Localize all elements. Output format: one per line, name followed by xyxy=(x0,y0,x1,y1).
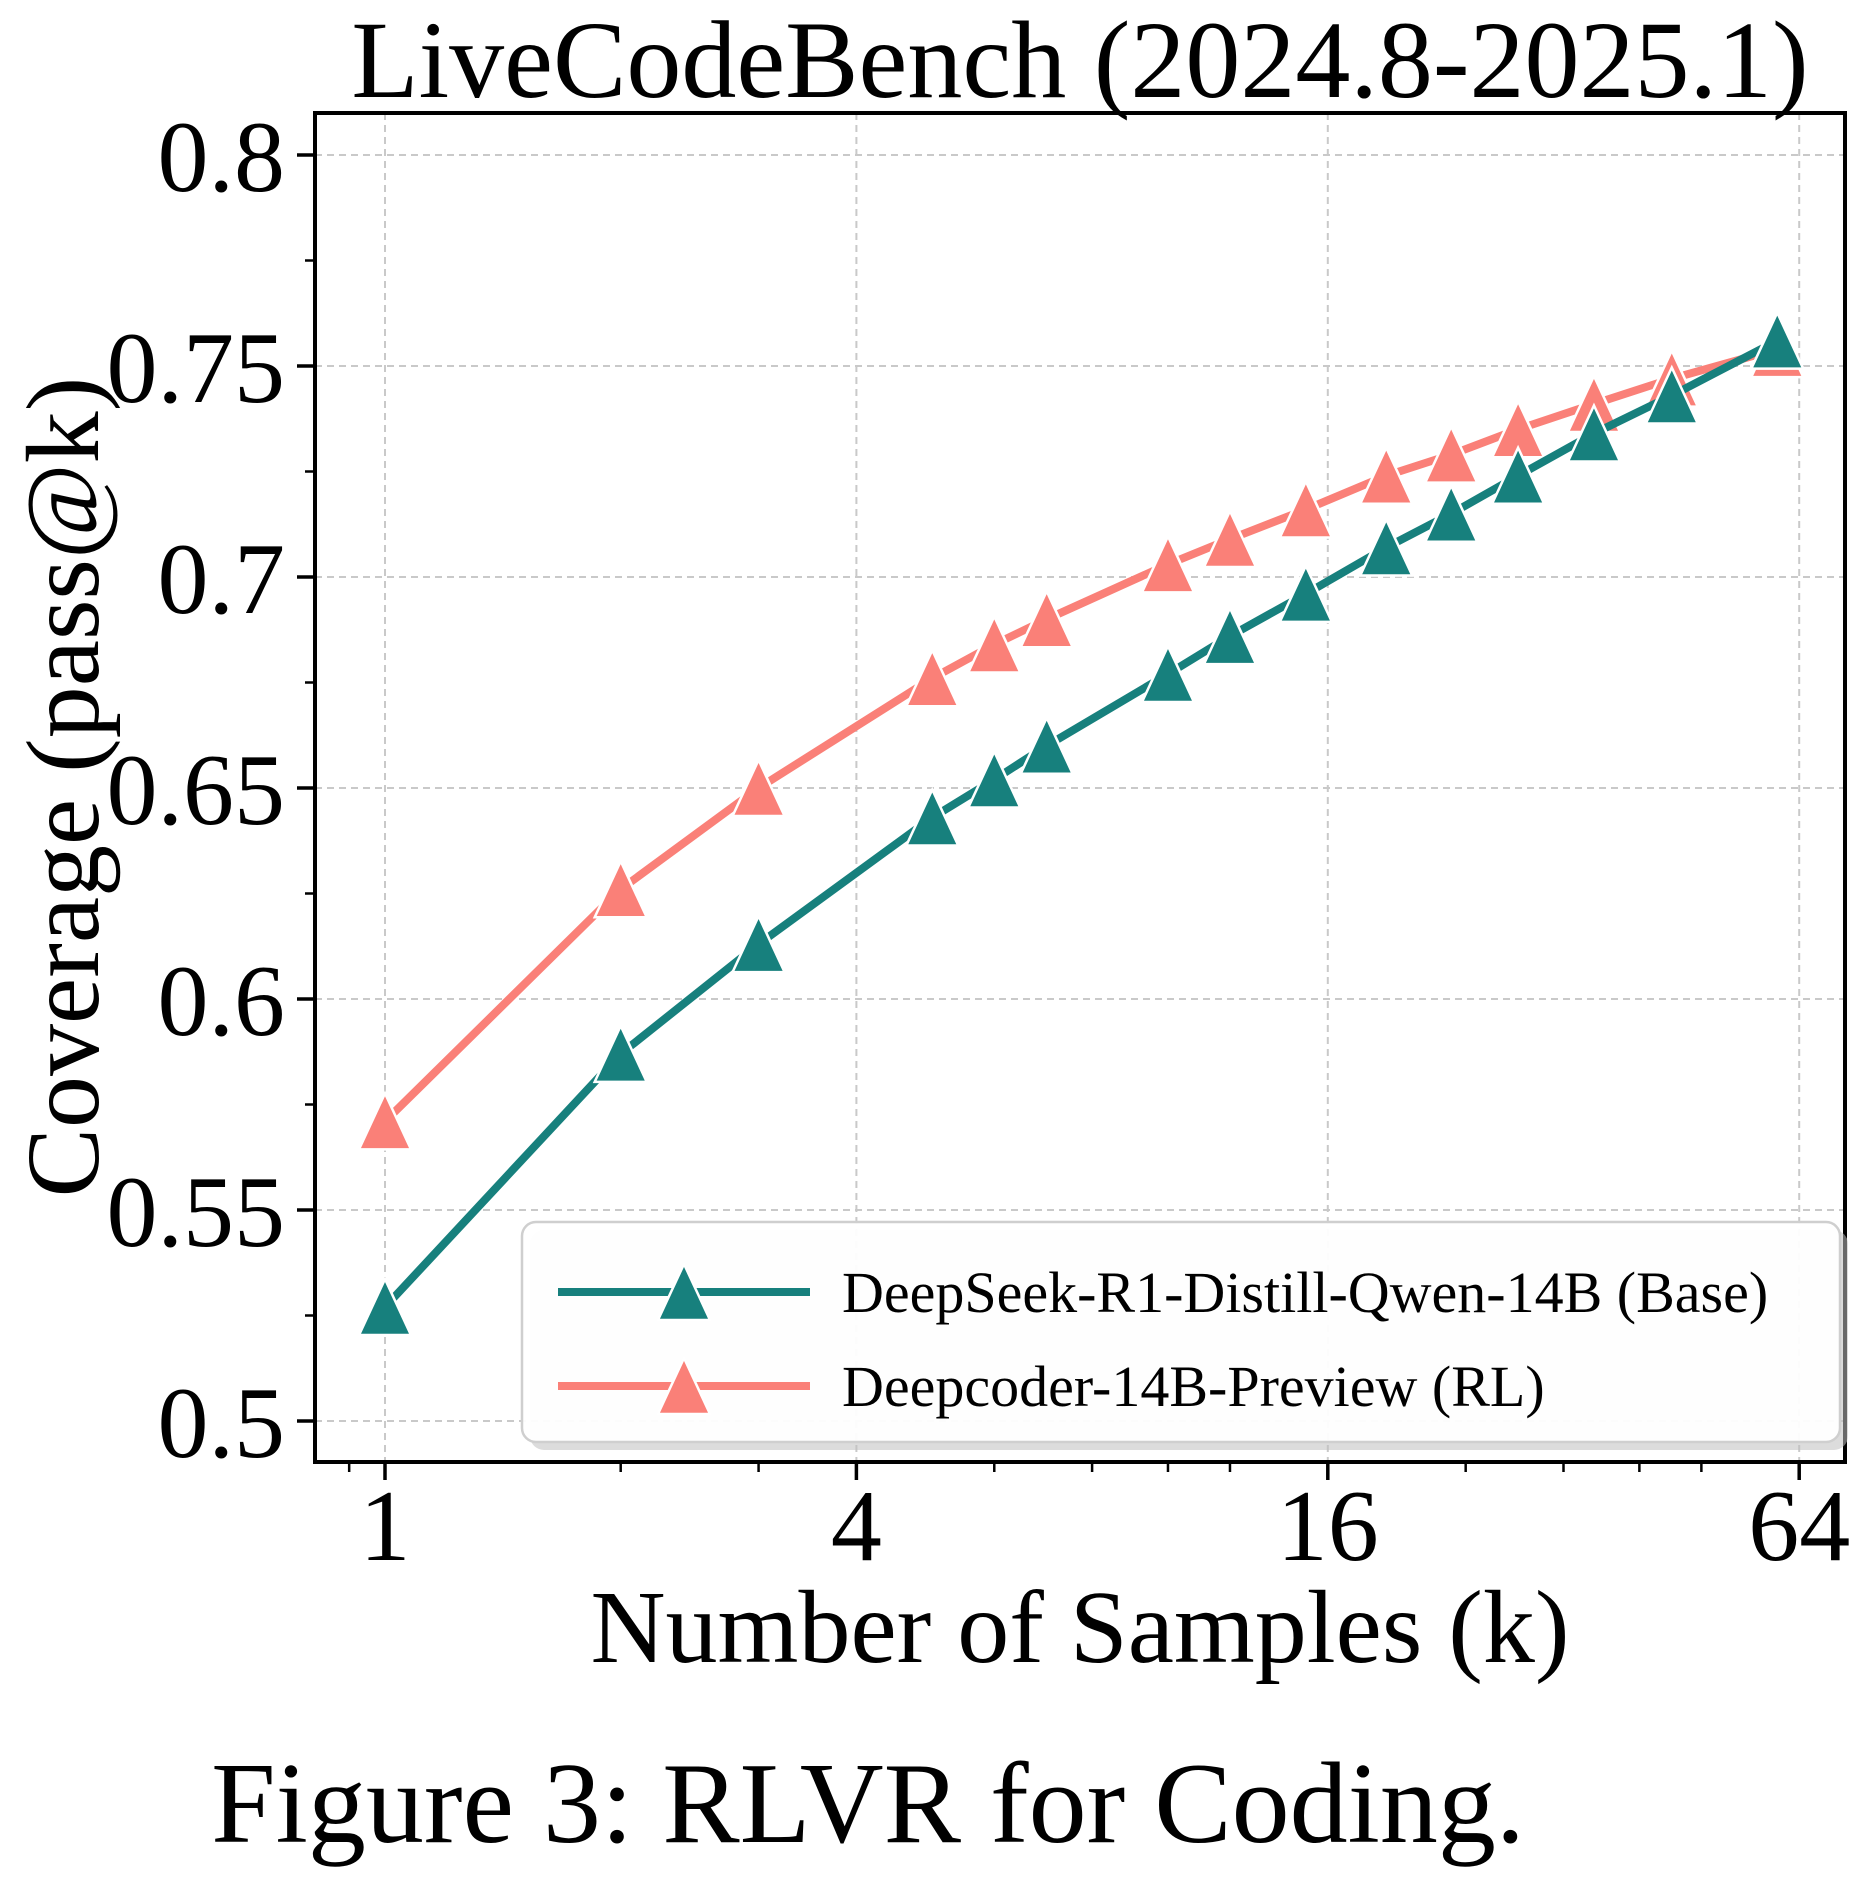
figure-caption: Figure 3: RLVR for Coding. xyxy=(211,1740,1525,1868)
y-axis-label: Coverage (pass@k) xyxy=(6,377,121,1198)
tick-labels: 0.5 0.55 0.6 0.65 0.7 0.75 0.8 1 4 16 64 xyxy=(107,101,1851,1583)
triangle-marker xyxy=(1202,508,1258,569)
triangle-marker xyxy=(1277,478,1334,539)
triangle-marker xyxy=(1018,714,1075,776)
triangle-marker xyxy=(1358,444,1415,505)
triangle-marker xyxy=(592,1022,649,1084)
triangle-marker xyxy=(1018,588,1075,649)
x-tick-label: 4 xyxy=(831,1470,882,1583)
y-tick-label: 0.75 xyxy=(107,312,286,425)
y-tick-label: 0.7 xyxy=(158,523,286,636)
triangle-marker xyxy=(1140,643,1196,704)
y-tick-label: 0.8 xyxy=(158,101,286,214)
triangle-marker xyxy=(1358,516,1415,577)
axes xyxy=(297,111,1847,1480)
grid-lines xyxy=(315,113,1845,1462)
series-line-rl xyxy=(382,345,1779,1125)
legend-triangle-marker xyxy=(656,1355,712,1416)
triangle-marker xyxy=(1277,562,1334,624)
y-tick-label: 0.55 xyxy=(107,1156,286,1269)
x-tick-label: 64 xyxy=(1748,1470,1850,1583)
x-tick-label: 16 xyxy=(1277,1470,1379,1583)
triangle-marker xyxy=(1423,423,1480,484)
triangle-marker xyxy=(1140,533,1196,594)
triangle-marker xyxy=(592,858,649,919)
triangle-marker xyxy=(904,647,961,708)
triangle-marker xyxy=(904,786,961,847)
legend-label: DeepSeek-R1-Distill-Qwen-14B (Base) xyxy=(842,1260,1768,1325)
triangle-marker xyxy=(1202,605,1258,666)
legend-box xyxy=(520,1220,1842,1444)
triangle-marker xyxy=(966,748,1023,809)
y-tick-label: 0.65 xyxy=(107,734,286,847)
triangle-marker xyxy=(730,757,787,818)
legend-triangle-marker xyxy=(656,1261,712,1322)
series-line-base xyxy=(382,337,1780,1310)
triangle-marker xyxy=(1423,482,1480,543)
y-tick-label: 0.5 xyxy=(158,1367,286,1480)
triangle-marker xyxy=(357,1090,413,1151)
triangle-marker xyxy=(730,913,787,974)
data-series xyxy=(357,309,1806,1337)
triangle-marker xyxy=(1566,402,1622,463)
triangle-marker xyxy=(1749,309,1806,370)
legend: DeepSeek-R1-Distill-Qwen-14B (Base) Deepc… xyxy=(520,1220,1848,1450)
triangle-marker xyxy=(1490,444,1547,505)
y-tick-label: 0.6 xyxy=(158,945,286,1058)
chart-title: LiveCodeBench (2024.8-2025.1) xyxy=(351,0,1808,121)
triangle-marker xyxy=(966,613,1023,674)
legend-label: Deepcoder-14B-Preview (RL) xyxy=(842,1354,1545,1419)
x-tick-label: 1 xyxy=(360,1470,411,1583)
triangle-marker xyxy=(1643,364,1700,425)
triangle-marker xyxy=(357,1276,413,1337)
x-axis-label: Number of Samples (k) xyxy=(590,1570,1569,1685)
